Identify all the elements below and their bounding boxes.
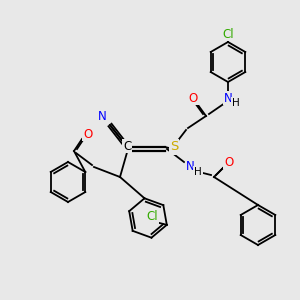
- Text: Cl: Cl: [146, 210, 158, 223]
- Text: N: N: [224, 92, 232, 104]
- Text: O: O: [188, 92, 198, 104]
- Text: Cl: Cl: [222, 28, 234, 40]
- Text: H: H: [232, 98, 240, 108]
- Text: N: N: [186, 160, 194, 172]
- Text: O: O: [83, 128, 93, 140]
- Text: N: N: [98, 110, 106, 122]
- Text: C: C: [123, 140, 131, 152]
- Text: O: O: [224, 155, 234, 169]
- Text: H: H: [194, 167, 202, 177]
- Text: S: S: [170, 140, 178, 154]
